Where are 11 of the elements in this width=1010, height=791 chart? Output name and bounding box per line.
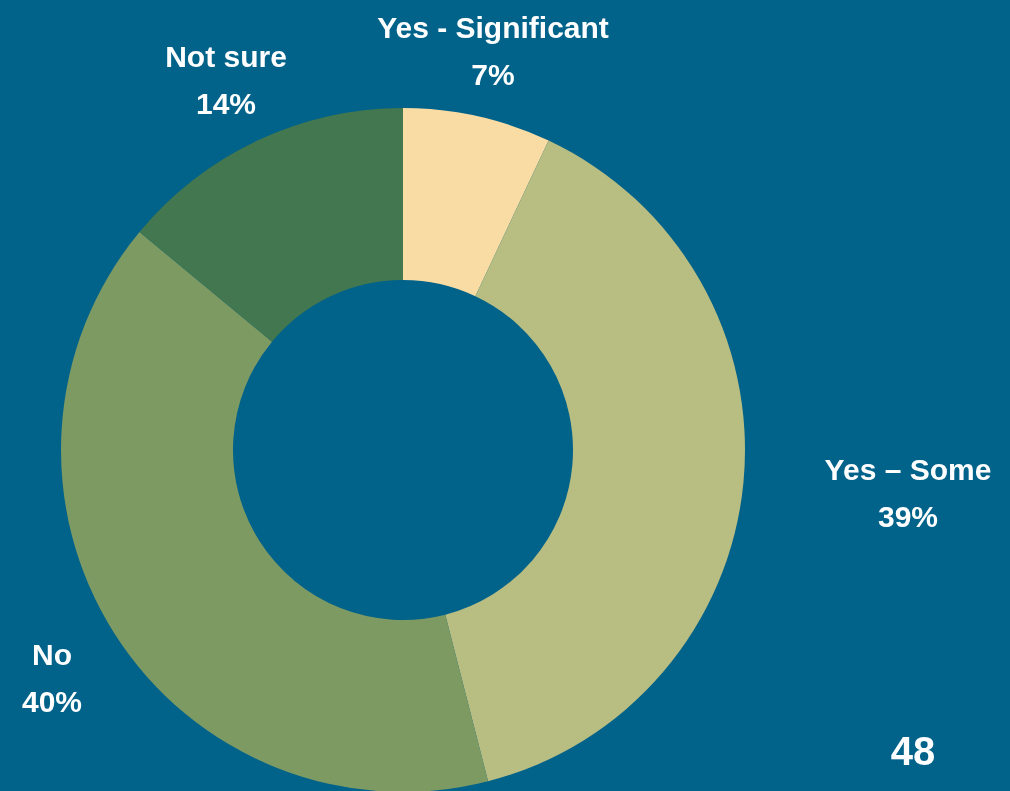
data-label: 40% <box>21 685 83 718</box>
slice-label: Yes – Some <box>824 453 992 486</box>
data-label: 39% <box>877 500 939 533</box>
data-label: 14% <box>195 87 257 120</box>
slice-label: No <box>32 638 72 671</box>
slice-label: Not sure <box>165 40 287 73</box>
text: 48 <box>890 729 936 773</box>
slice-label: Yes - Significant <box>377 11 609 44</box>
donut-slice <box>403 108 549 297</box>
data-label: 7% <box>471 58 515 91</box>
donut-slice <box>445 140 745 782</box>
